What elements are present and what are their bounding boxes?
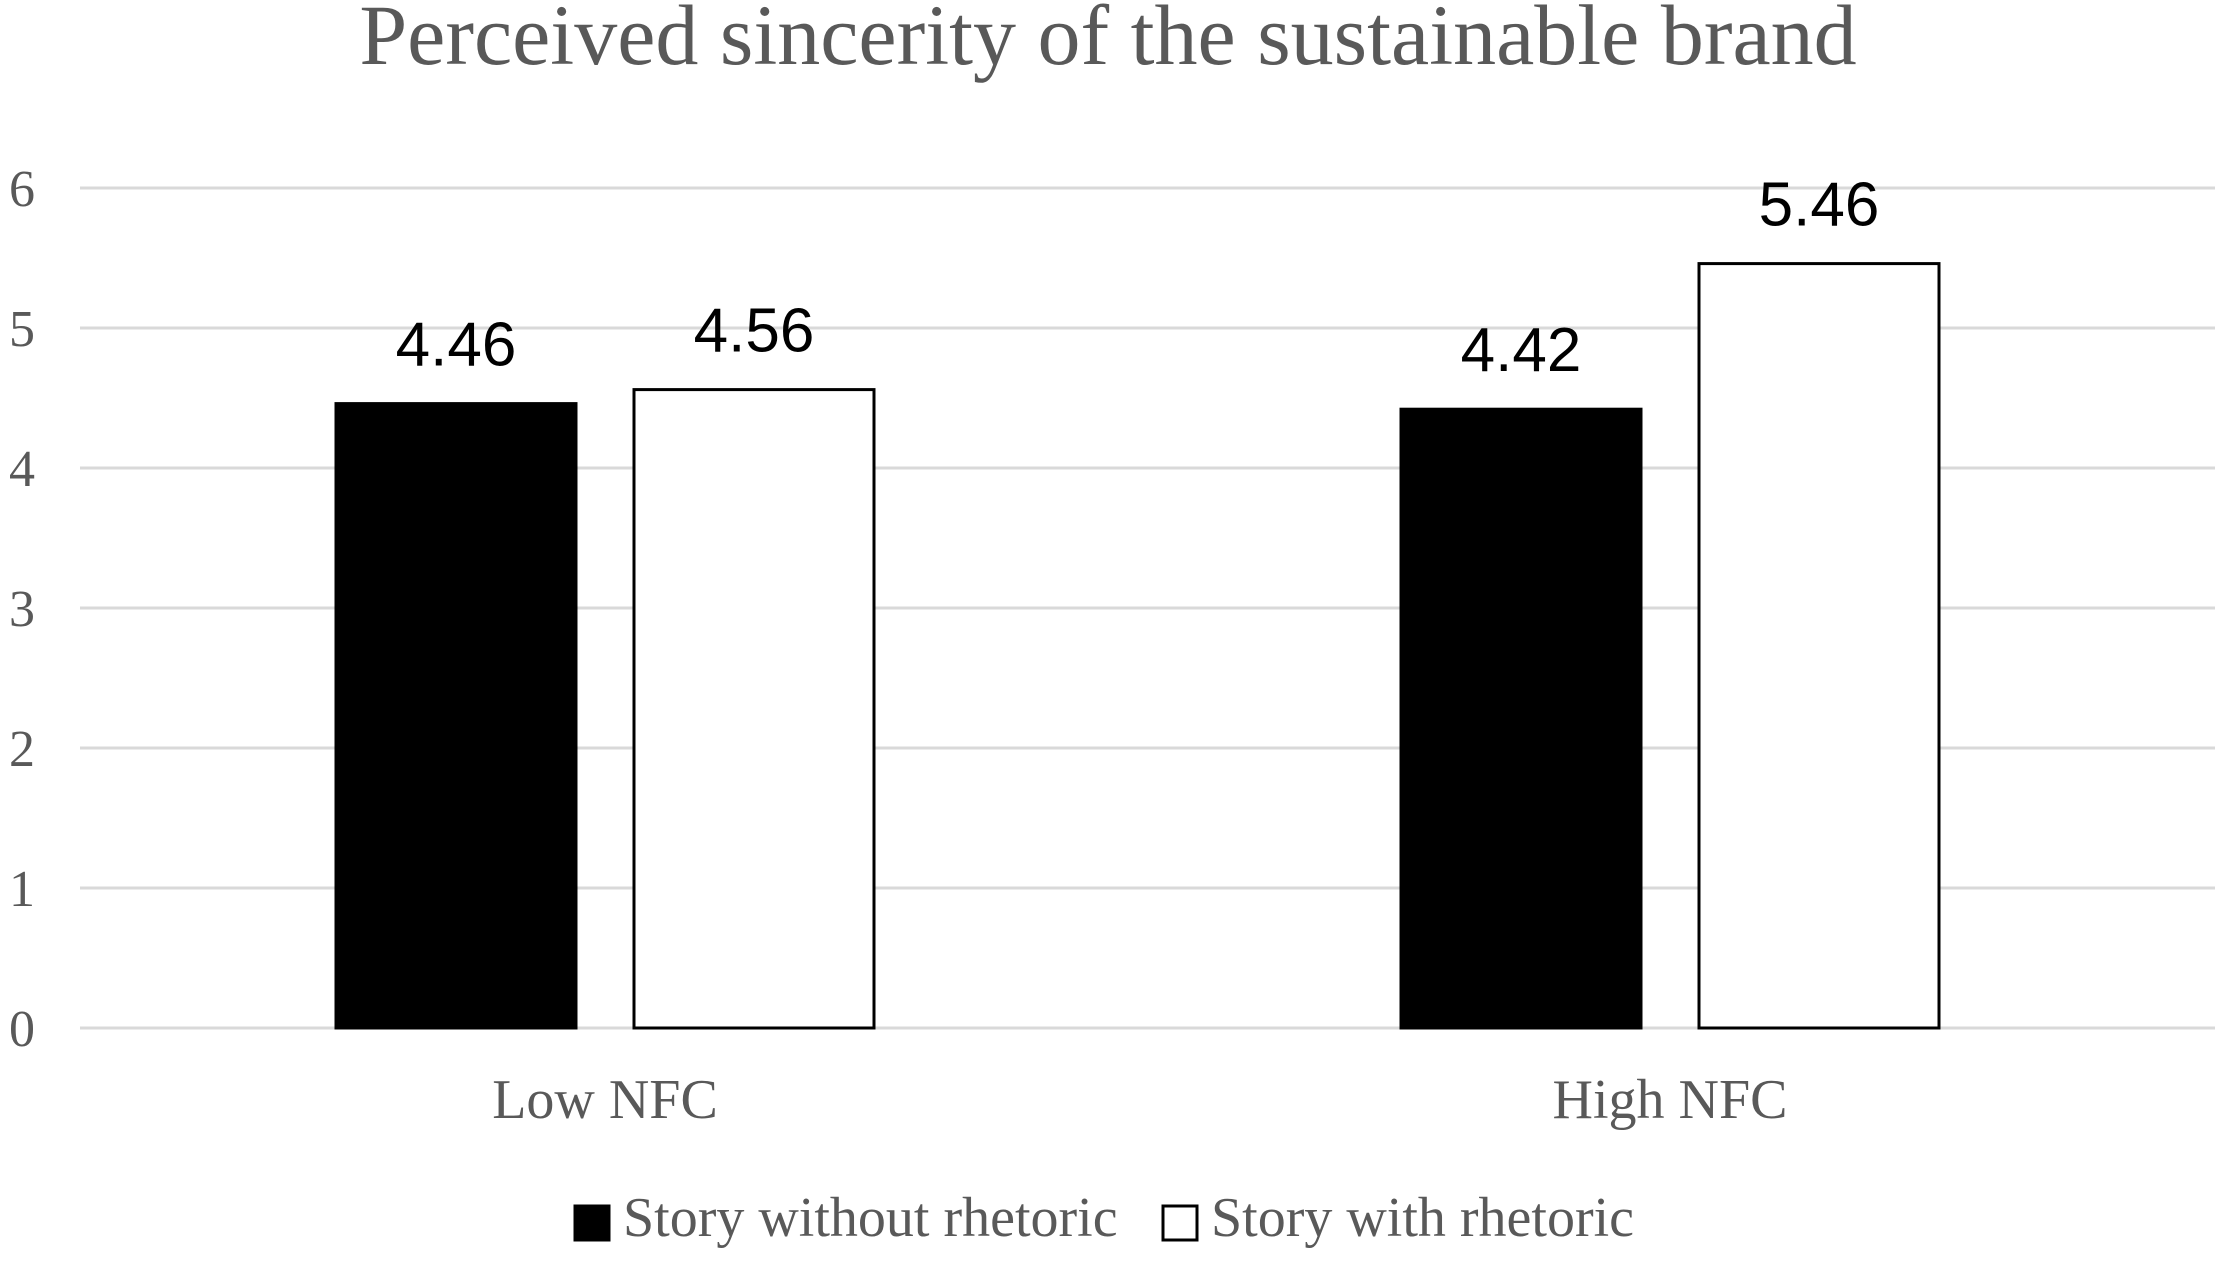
data-label: 4.42 — [1461, 316, 1582, 385]
y-tick-label: 6 — [9, 161, 35, 218]
data-label: 5.46 — [1759, 171, 1880, 240]
legend-label: Story without rhetoric — [623, 1187, 1118, 1249]
y-tick-label: 5 — [9, 301, 35, 358]
legend-swatch — [1161, 1204, 1199, 1242]
y-tick-label: 0 — [9, 1001, 35, 1058]
legend-label: Story with rhetoric — [1211, 1187, 1634, 1249]
chart-title: Perceived sincerity of the sustainable b… — [359, 0, 1856, 83]
bar-with-rhetoric — [632, 388, 876, 1030]
legend-swatch — [573, 1204, 611, 1242]
x-category-label: Low NFC — [492, 1069, 718, 1131]
data-label: 4.56 — [694, 297, 815, 366]
x-axis-categories: Low NFC High NFC — [492, 1069, 1787, 1131]
bar-without-rhetoric — [334, 402, 578, 1030]
x-category-label: High NFC — [1553, 1069, 1788, 1131]
y-tick-label: 4 — [9, 441, 35, 498]
legend: Story without rhetoric Story with rhetori… — [573, 1187, 1634, 1249]
y-axis-ticks: 0 1 2 3 4 5 6 — [9, 161, 35, 1058]
bars — [334, 262, 1941, 1030]
data-labels: 4.46 4.56 4.42 5.46 — [396, 171, 1880, 386]
y-tick-label: 1 — [9, 861, 35, 918]
bar-without-rhetoric — [1399, 407, 1643, 1030]
data-label: 4.46 — [396, 311, 517, 380]
y-tick-label: 3 — [9, 581, 35, 638]
bar-with-rhetoric — [1697, 262, 1941, 1030]
y-tick-label: 2 — [9, 721, 35, 778]
